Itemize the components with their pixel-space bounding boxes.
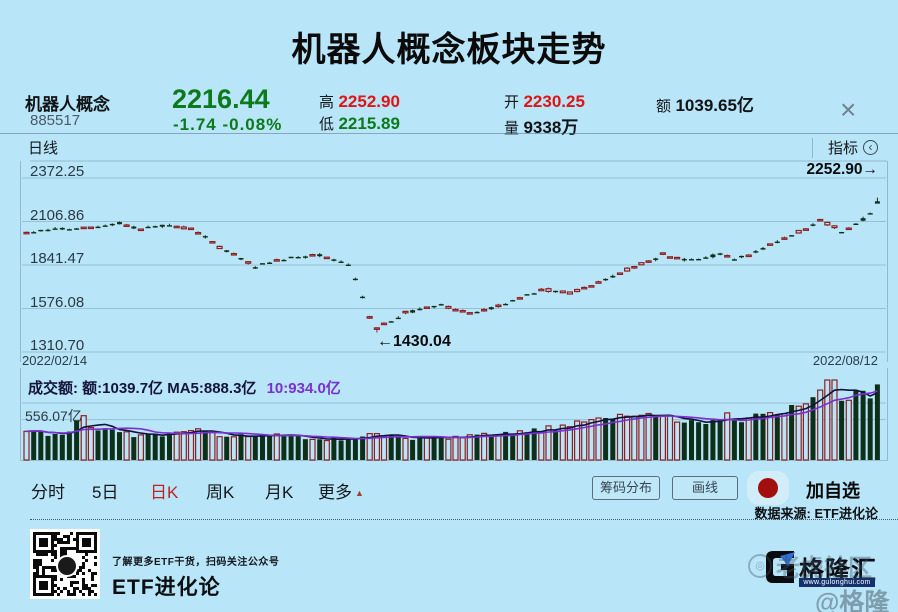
add-watchlist-button[interactable]: 加自选 [806,481,860,501]
high-value: 2252.90 [338,92,400,111]
x-axis-start-date: 2022/02/14 [22,353,88,368]
volume-header-amount: 成交额: 额:1039.7亿 MA5:888.3亿 [28,380,257,397]
volume-header-ma10: 10:934.0亿 [266,380,341,397]
y-axis-tick: 2372.25 [30,163,85,180]
tab-5day[interactable]: 5日 [92,483,119,502]
y-axis-tick: 2106.86 [30,206,85,224]
instrument-name: 机器人概念 [25,95,110,114]
instrument-code: 885517 [30,112,81,129]
dropdown-arrow-icon: ▲ [355,488,364,498]
low-annotation: ←1430.04 [377,333,451,350]
period-tab-bar: 分时 5日 日K 周K 月K 更多 ▲ [31,478,364,503]
volume-header: 成交额: 额:1039.7亿 MA5:888.3亿 10:934.0亿 [28,377,341,398]
tab-daily-k[interactable]: 日K [150,483,179,502]
qr-center-badge-icon [56,555,78,577]
high-row: 高 2252.90 [319,91,400,112]
page-title: 机器人概念板块走势 [291,31,607,69]
indicator-label: 指标 [827,140,858,157]
tab-more[interactable]: 更多 ▲ [318,483,364,502]
volume-label: 量 [504,120,520,137]
low-row: 低 2215.89 [319,113,400,134]
amount-value: 1039.65亿 [675,96,754,115]
open-row: 开 2230.25 [504,91,585,112]
low-value: 2215.89 [338,114,400,133]
low-label: 低 [319,116,335,133]
record-dot-icon[interactable] [758,478,778,498]
header-divider [0,133,898,134]
y-axis-tick: 1841.47 [30,250,85,267]
data-source: 数据来源: ETF进化论 [754,506,879,521]
main-chart[interactable] [20,158,888,362]
indicator-divider [812,138,813,158]
period-label: 日线 [28,140,59,157]
amount-label: 额 [656,98,672,115]
last-price: 2216.44 [172,84,270,114]
high-annotation: 2252.90→ [806,161,878,178]
open-label: 开 [504,94,520,111]
price-change: -1.74 -0.08% [173,115,283,134]
qr-hint-text: 了解更多ETF干货，扫码关注公众号 [112,557,280,568]
high-label: 高 [319,94,335,111]
chip-distribution-button[interactable]: 筹码分布 [592,476,660,500]
open-value: 2230.25 [523,92,585,111]
draw-line-button[interactable]: 画线 [672,476,738,500]
brand-url: www.gulonghui.com [799,578,875,587]
dotted-divider [30,519,898,520]
y-axis-tick: 1310.70 [30,337,85,354]
close-icon[interactable]: × [840,94,857,125]
indicator-toggle[interactable]: 指标 ‹ [828,137,878,158]
brand-g-icon [766,551,796,588]
tab-minute[interactable]: 分时 [31,483,65,502]
chevron-left-circle-icon[interactable]: ‹ [863,140,878,155]
amount-row: 额 1039.65亿 [656,91,754,116]
volume-value: 9338万 [523,118,579,137]
account-name: ETF进化论 [112,576,221,599]
volume-row: 量 9338万 [504,113,578,138]
tab-monthly-k[interactable]: 月K [265,483,294,502]
x-axis-end-date: 2022/08/12 [812,353,878,368]
y-axis-tick: 1576.08 [30,293,85,311]
tab-weekly-k[interactable]: 周K [206,483,235,502]
qr-code [30,529,100,599]
volume-chart[interactable] [20,368,888,462]
volume-grid-label: 556.07亿 [25,408,82,424]
